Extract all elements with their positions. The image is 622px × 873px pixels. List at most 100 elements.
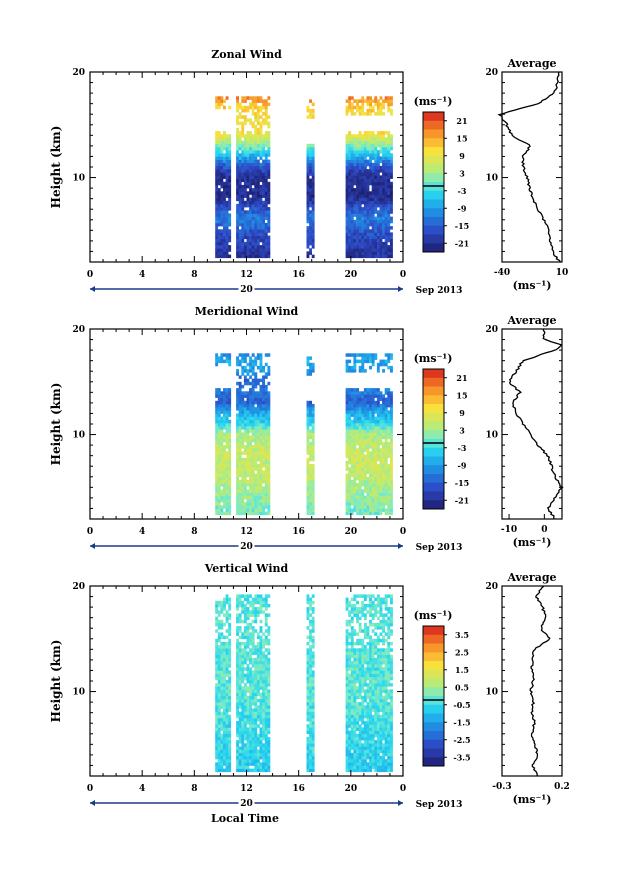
heatmap-cell xyxy=(267,191,271,195)
heatmap-cell xyxy=(262,717,265,722)
heatmap-cell xyxy=(228,683,232,687)
heatmap-cell xyxy=(246,407,250,411)
heatmap-cell xyxy=(306,498,310,503)
heatmap-cell xyxy=(238,102,242,107)
heatmap-cell xyxy=(361,403,365,408)
heatmap-cell xyxy=(262,216,265,221)
heatmap-cell xyxy=(311,730,315,735)
heatmap-cell xyxy=(382,191,385,195)
heatmap-cell xyxy=(243,438,247,443)
heatmap-cell xyxy=(262,755,265,760)
heatmap-cell xyxy=(361,238,365,243)
heatmap-cell xyxy=(256,410,260,414)
heatmap-cell xyxy=(382,451,385,455)
heatmap-cell xyxy=(225,600,229,605)
heatmap-cell xyxy=(217,216,221,221)
heatmap-cell xyxy=(243,369,247,373)
heatmap-cell xyxy=(225,733,229,738)
heatmap-cell xyxy=(254,105,258,110)
heatmap-cell xyxy=(215,479,219,484)
heatmap-cell xyxy=(236,381,239,386)
heatmap-cell xyxy=(350,460,354,465)
heatmap-cell xyxy=(243,99,247,103)
heatmap-cell xyxy=(369,175,372,179)
heatmap-cell xyxy=(225,746,229,750)
heatmap-cell xyxy=(217,749,221,754)
heatmap-cell xyxy=(366,191,370,195)
heatmap-cell xyxy=(236,664,239,668)
heatmap-cell xyxy=(390,188,393,192)
heatmap-cell xyxy=(223,664,226,668)
heatmap-cell xyxy=(217,470,221,474)
heatmap-cell xyxy=(254,705,258,709)
heatmap-cell xyxy=(254,689,258,693)
heatmap-cell xyxy=(311,235,315,240)
heatmap-cell xyxy=(361,470,365,474)
heatmap-cell xyxy=(348,746,352,750)
heatmap-cell xyxy=(251,365,255,370)
heatmap-cell xyxy=(223,743,226,747)
heatmap-cell xyxy=(228,213,232,217)
heatmap-cell xyxy=(225,508,229,512)
heatmap-cell xyxy=(215,203,219,208)
heatmap-cell xyxy=(369,213,372,217)
heatmap-cell xyxy=(259,470,263,474)
heatmap-cell xyxy=(353,743,357,747)
heatmap-cell xyxy=(243,416,247,421)
heatmap-cell xyxy=(241,730,245,735)
heatmap-cell xyxy=(356,222,359,227)
heatmap-cell xyxy=(241,740,245,744)
heatmap-cell xyxy=(309,727,312,731)
heatmap-cell xyxy=(345,476,349,481)
heatmap-cell xyxy=(374,489,378,493)
heatmap-cell xyxy=(220,717,224,722)
heatmap-cell xyxy=(223,388,226,392)
heatmap-cell xyxy=(249,486,252,490)
average-unit: (ms⁻¹) xyxy=(513,536,552,549)
heatmap-cell xyxy=(241,131,245,135)
heatmap-cell xyxy=(217,711,221,716)
heatmap-cell xyxy=(236,254,239,259)
heatmap-cell xyxy=(236,416,239,421)
heatmap-cell xyxy=(348,213,352,217)
heatmap-cell xyxy=(217,397,221,402)
heatmap-cell xyxy=(251,679,255,684)
heatmap-cell xyxy=(306,115,310,119)
heatmap-cell xyxy=(376,416,380,421)
heatmap-cell xyxy=(236,616,239,621)
heatmap-cell xyxy=(311,645,315,649)
heatmap-cell xyxy=(374,505,378,509)
heatmap-cell xyxy=(356,419,359,424)
heatmap-cell xyxy=(390,492,393,497)
heatmap-cell xyxy=(223,759,226,763)
heatmap-cell xyxy=(348,619,352,624)
heatmap-cell xyxy=(241,654,245,659)
heatmap-cell xyxy=(249,613,252,617)
heatmap-cell xyxy=(256,451,260,455)
heatmap-cell xyxy=(246,607,250,611)
heatmap-cell xyxy=(256,184,260,189)
heatmap-cell xyxy=(309,464,312,468)
colorbar-tick-label: -9 xyxy=(458,460,467,470)
heatmap-cell xyxy=(306,188,310,192)
heatmap-cell xyxy=(376,181,380,186)
heatmap-cell xyxy=(371,432,375,436)
heatmap-cell xyxy=(251,229,255,233)
heatmap-cell xyxy=(358,191,362,195)
heatmap-cell xyxy=(350,397,354,402)
heatmap-cell xyxy=(225,356,229,360)
heatmap-cell xyxy=(236,156,239,160)
heatmap-cell xyxy=(387,422,391,427)
heatmap-cell xyxy=(246,635,250,640)
heatmap-cell xyxy=(217,143,221,148)
heatmap-cell xyxy=(241,400,245,405)
heatmap-cell xyxy=(309,670,312,674)
heatmap-cell xyxy=(236,226,239,230)
heatmap-cell xyxy=(249,476,252,481)
heatmap-cell xyxy=(363,470,367,474)
heatmap-cell xyxy=(259,219,263,224)
heatmap-cell xyxy=(363,137,367,141)
heatmap-cell xyxy=(220,705,224,709)
heatmap-cell xyxy=(249,594,252,598)
heatmap-cell xyxy=(309,629,312,633)
